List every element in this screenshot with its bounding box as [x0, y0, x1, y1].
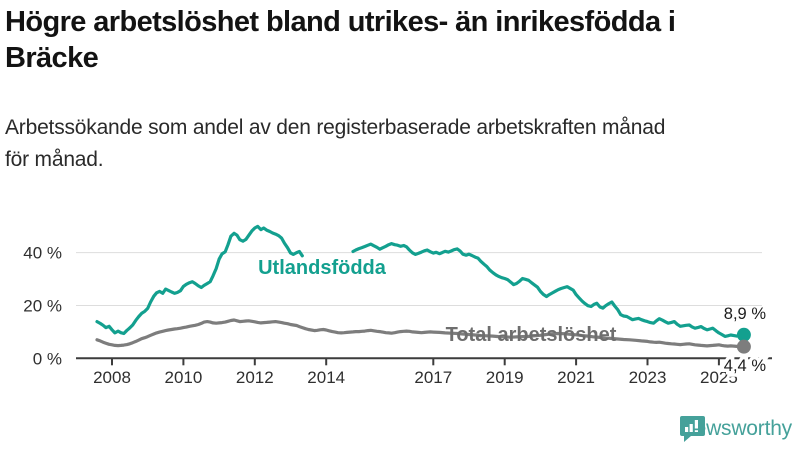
chart-header: Högre arbetslöshet bland utrikes- än inr… — [5, 4, 797, 76]
y-tick-label: 0 % — [33, 349, 62, 368]
x-tick-label: 2014 — [307, 368, 345, 387]
y-axis-labels: 0 % 20 % 40 % — [23, 244, 62, 369]
x-tick-label: 2023 — [629, 368, 667, 387]
x-tick-label: 2019 — [486, 368, 524, 387]
exclamation-stem — [694, 420, 698, 429]
brand-footer: Newsworthy — [679, 415, 793, 443]
x-tick-label: 2025 — [700, 368, 738, 387]
x-axis-labels: 2008 2010 2012 2014 2017 2019 2021 2023 2025 — [93, 368, 738, 387]
title-line-2: Bräcke — [5, 42, 99, 74]
series-end-dot-utlandsf-dda — [736, 327, 751, 342]
series-label-total-arbetsloshet: Total arbetslöshet — [446, 324, 617, 346]
page-title: Högre arbetslöshet bland utrikes- än inr… — [5, 4, 797, 76]
newsworthy-logo-icon — [679, 416, 705, 442]
y-tick-label: 40 % — [23, 244, 62, 263]
series-line-utlandsf-dda — [95, 224, 746, 338]
x-tick-label: 2012 — [236, 368, 274, 387]
x-tick-label: 2010 — [164, 368, 202, 387]
title-line-1: Högre arbetslöshet bland utrikes- än inr… — [5, 6, 676, 38]
subtitle-line-2: för månad. — [5, 148, 104, 171]
gridlines — [76, 252, 762, 306]
x-tick-label: 2021 — [557, 368, 595, 387]
series-label-utlandsfodda: Utlandsfödda — [258, 257, 387, 279]
y-tick-label: 20 % — [23, 296, 62, 315]
bar-2 — [689, 424, 693, 432]
series-line-total-arbetsl-shet — [95, 318, 746, 349]
brand-name: Newsworthy — [679, 417, 793, 440]
bar-1 — [684, 427, 688, 432]
chart-subtitle: Arbetssökande som andel av den registerb… — [5, 112, 795, 176]
x-tick-label: 2017 — [414, 368, 452, 387]
series-end-dot-total-arbetsl-shet — [736, 339, 751, 354]
end-value-label-total: 4,4 % — [724, 357, 767, 375]
end-value-label-utlandsfodda: 8,9 % — [724, 305, 767, 323]
subtitle-line-1: Arbetssökande som andel av den registerb… — [5, 116, 666, 139]
x-tick-label: 2008 — [93, 368, 131, 387]
exclamation-dot — [694, 430, 698, 432]
series-lines — [95, 224, 751, 354]
x-axis — [76, 357, 772, 366]
